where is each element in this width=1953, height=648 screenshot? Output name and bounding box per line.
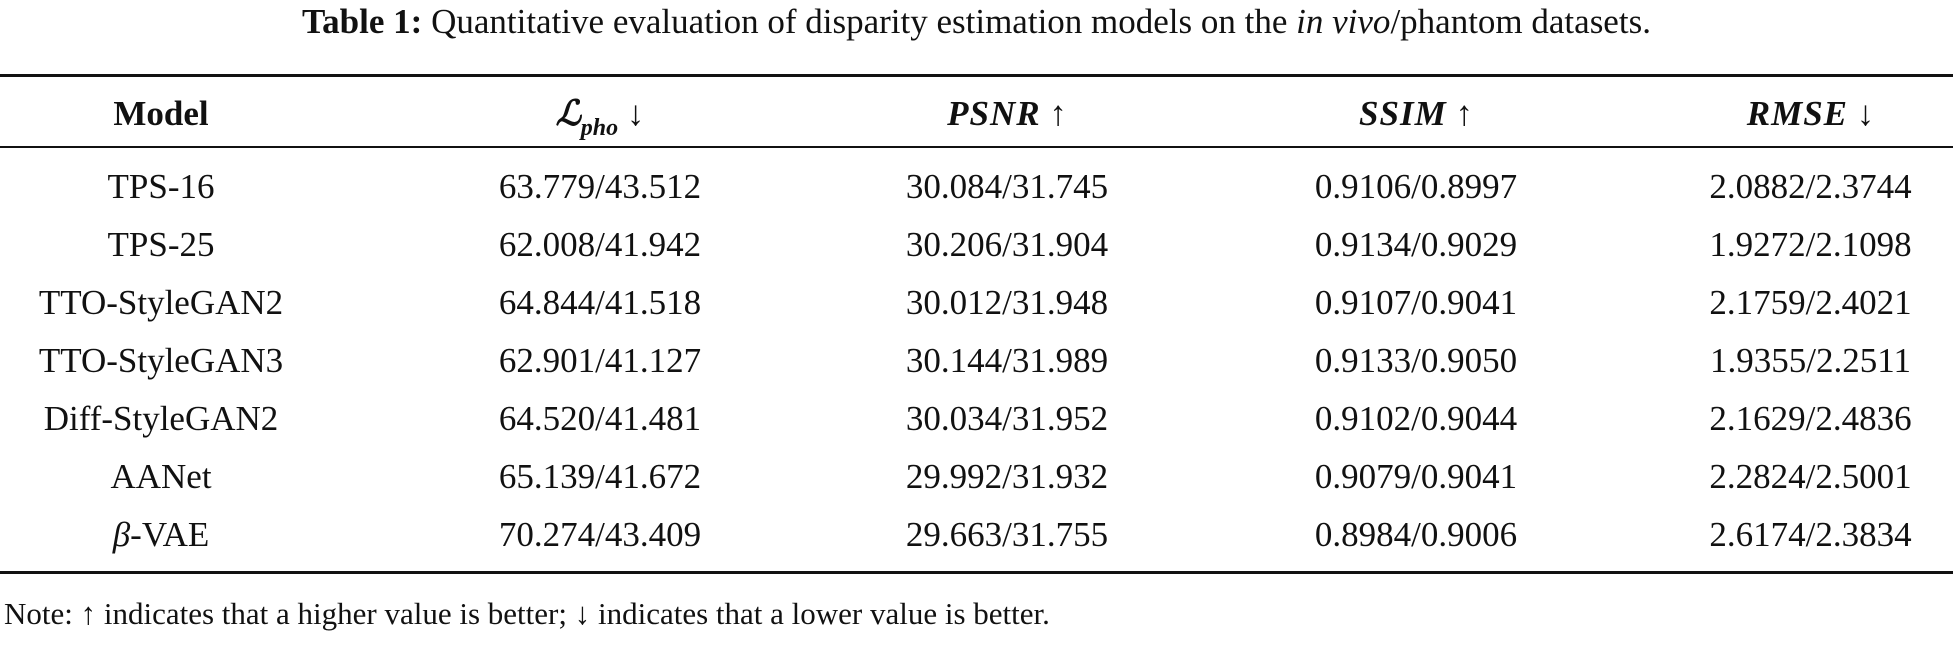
ssim-value: 0.8984/0.9006 [1314,515,1518,554]
rmse-value: 1.9272/2.1098 [1709,225,1912,264]
table-header-row: Model ℒpho ↓ PSNR ↑ SSIM ↑ RMSE ↓ [0,85,1953,143]
pho-value: 64.520/41.481 [498,399,702,438]
table-bottom-rule [0,571,1953,574]
header-psnr: PSNR ↑ [832,85,1182,143]
ssim-value: 0.9102/0.9044 [1314,399,1518,438]
caption-text-after: /phantom datasets. [1390,2,1651,41]
rmse-value: 2.1759/2.4021 [1709,283,1912,322]
model-name: TPS-16 [0,158,322,216]
caption-text-before: Quantitative evaluation of disparity est… [422,2,1297,41]
model-name-text: -VAE [130,515,210,554]
down-arrow-icon: ↓ [626,94,645,133]
ssim-label: SSIM [1359,94,1447,133]
psnr-value: 29.992/31.932 [905,457,1109,496]
table-row: AANet 65.139/41.672 29.992/31.932 0.9079… [0,448,1953,506]
table-row: TTO-StyleGAN2 64.844/41.518 30.012/31.94… [0,274,1953,332]
rmse-value: 2.6174/2.3834 [1709,515,1912,554]
photometric-loss-subscript: pho [580,115,619,141]
header-model: Model [113,94,209,133]
model-name-text: TTO-StyleGAN2 [38,283,284,322]
table-row: TPS-25 62.008/41.942 30.206/31.904 0.913… [0,216,1953,274]
down-arrow-icon: ↓ [1856,94,1875,133]
table-row: TPS-16 63.779/43.512 30.084/31.745 0.910… [0,158,1953,216]
psnr-value: 30.206/31.904 [905,225,1109,264]
pho-value: 62.901/41.127 [498,341,702,380]
rmse-value: 1.9355/2.2511 [1710,341,1911,380]
rmse-value: 2.1629/2.4836 [1709,399,1912,438]
pho-value: 63.779/43.512 [498,167,702,206]
model-name: β-VAE [0,506,322,564]
pho-value: 65.139/41.672 [498,457,702,496]
pho-value: 64.844/41.518 [498,283,702,322]
table-note: Note: ↑ indicates that a higher value is… [4,596,1050,631]
model-greek-prefix: β [112,515,131,554]
model-name: TTO-StyleGAN3 [0,332,322,390]
up-arrow-icon: ↑ [1049,94,1067,133]
header-photometric-loss: ℒpho ↓ [422,85,778,147]
ssim-value: 0.9133/0.9050 [1314,341,1518,380]
model-name: TPS-25 [0,216,322,274]
rmse-value: 2.2824/2.5001 [1709,457,1912,496]
ssim-value: 0.9079/0.9041 [1314,457,1518,496]
model-name: TTO-StyleGAN2 [0,274,322,332]
caption-italic-term: in vivo [1296,2,1391,41]
up-arrow-icon: ↑ [1455,94,1473,133]
psnr-value: 30.084/31.745 [905,167,1109,206]
ssim-value: 0.9106/0.8997 [1314,167,1518,206]
photometric-loss-symbol: ℒ [555,93,581,134]
model-name-text: Diff-StyleGAN2 [43,399,279,438]
caption-label: Table 1: [302,2,423,41]
psnr-label: PSNR [947,94,1041,133]
rmse-value: 2.0882/2.3744 [1709,167,1912,206]
rmse-label: RMSE [1746,94,1849,133]
pho-value: 62.008/41.942 [498,225,702,264]
header-rmse: RMSE ↓ [1668,85,1953,143]
model-name: AANet [0,448,322,506]
header-ssim: SSIM ↑ [1238,85,1594,143]
table-row: β-VAE 70.274/43.409 29.663/31.755 0.8984… [0,506,1953,564]
pho-value: 70.274/43.409 [498,515,702,554]
psnr-value: 29.663/31.755 [905,515,1109,554]
table-caption: Table 1: Quantitative evaluation of disp… [0,0,1953,44]
psnr-value: 30.144/31.989 [905,341,1109,380]
ssim-value: 0.9134/0.9029 [1314,225,1518,264]
table-row: Diff-StyleGAN2 64.520/41.481 30.034/31.9… [0,390,1953,448]
model-name-text: TPS-25 [107,225,215,264]
ssim-value: 0.9107/0.9041 [1314,283,1518,322]
table-row: TTO-StyleGAN3 62.901/41.127 30.144/31.98… [0,332,1953,390]
table-top-rule [0,74,1953,77]
table-header-rule [0,146,1953,148]
model-name-text: AANet [110,457,212,496]
psnr-value: 30.034/31.952 [905,399,1109,438]
psnr-value: 30.012/31.948 [905,283,1109,322]
model-name-text: TPS-16 [107,167,215,206]
model-name-text: TTO-StyleGAN3 [38,341,284,380]
model-name: Diff-StyleGAN2 [0,390,322,448]
